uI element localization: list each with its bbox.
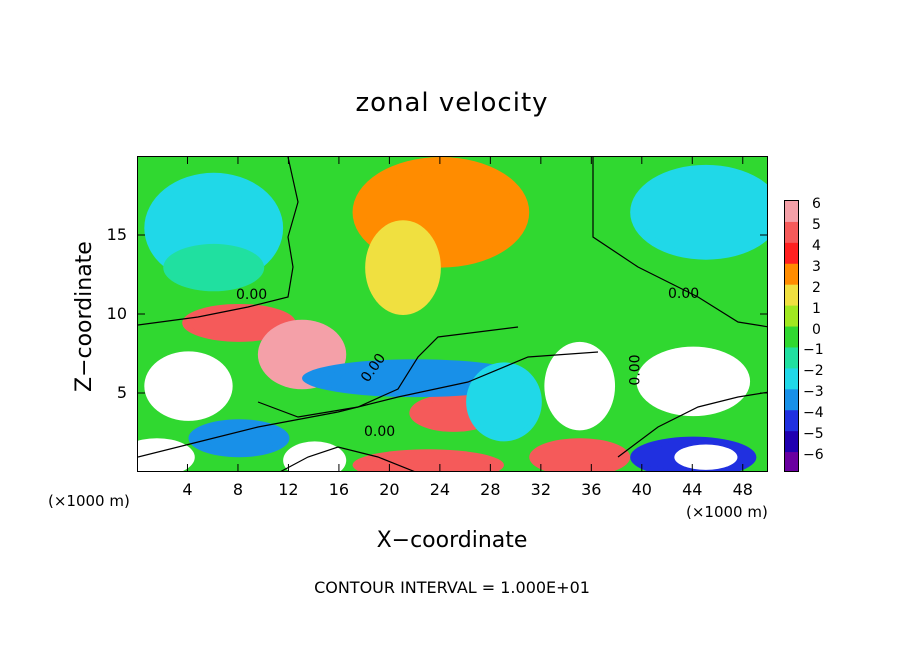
x-tick-label: 32 [530, 480, 551, 499]
field-band [138, 441, 188, 471]
colorbar-label: −4 [803, 405, 824, 422]
x-tick-label: 8 [232, 480, 244, 499]
x-tick-label: 44 [682, 480, 703, 499]
colorbar-segment [785, 410, 798, 432]
colorbar-segment [785, 305, 798, 328]
field-band [680, 446, 732, 468]
field-band [540, 442, 619, 471]
colorbar-label: 2 [812, 279, 821, 296]
colorbar-label: −3 [803, 384, 824, 401]
colorbar-label: 3 [812, 258, 821, 275]
x-tick-label: 28 [480, 480, 501, 499]
chart-title: zonal velocity [355, 88, 549, 118]
colorbar-segment [785, 326, 798, 348]
zero-contour [138, 157, 299, 326]
colorbar-segment [785, 284, 798, 307]
colorbar-label: −1 [803, 342, 824, 359]
field-band [205, 425, 273, 451]
field-band [652, 179, 759, 246]
field-band [340, 365, 491, 391]
contour-label: 0.00 [364, 424, 396, 440]
x-tick-label: 4 [182, 480, 193, 499]
colorbar-label: −6 [803, 447, 824, 464]
zero-contour [138, 351, 599, 458]
zero-contour [592, 157, 767, 328]
y-axis-label: Z−coordinate [72, 241, 97, 392]
x-tick-label: 40 [631, 480, 652, 499]
x-tick-label: 20 [379, 480, 400, 499]
x-unit-right: (×1000 m) [686, 503, 768, 521]
x-axis-label: X−coordinate [376, 528, 528, 553]
colorbar-label: 0 [812, 321, 821, 338]
colorbar-segment [785, 431, 798, 453]
y-tick-label: 15 [106, 225, 127, 244]
colorbar-segment [785, 201, 798, 223]
contour-label: 0.00 [627, 354, 644, 386]
colorbar-gradient [785, 201, 798, 471]
contour-label: 0.00 [236, 287, 268, 303]
zero-contour [257, 326, 519, 418]
colorbar-segment [785, 389, 798, 411]
colorbar-label: −5 [803, 426, 824, 443]
colorbar-segment [785, 347, 798, 369]
field-band [174, 249, 253, 286]
x-unit-left: (×1000 m) [48, 492, 130, 510]
heatmap-field [138, 157, 767, 471]
plot-area [137, 156, 768, 472]
field-band [289, 445, 341, 471]
field-band [551, 350, 609, 422]
y-tick-label: 5 [116, 383, 127, 402]
x-tick-label: 16 [328, 480, 350, 499]
x-tick-label: 24 [429, 480, 451, 499]
field-band [647, 353, 740, 410]
field-band [369, 452, 487, 471]
contour-label: 0.00 [668, 286, 700, 302]
colorbar-label: 5 [812, 216, 821, 233]
colorbar-segment [785, 242, 798, 265]
y-tick-label: 10 [106, 304, 127, 323]
contour-interval-note: CONTOUR INTERVAL = 1.000E+01 [314, 578, 590, 597]
colorbar-label: 6 [812, 196, 821, 212]
x-tick-label: 36 [581, 480, 602, 499]
colorbar-label: 4 [812, 237, 821, 254]
colorbar [784, 200, 799, 472]
x-tick-label: 48 [732, 480, 753, 499]
field-band [477, 374, 531, 430]
field-band [267, 327, 337, 382]
x-tick-label: 12 [278, 480, 299, 499]
colorbar-segment [785, 221, 798, 244]
field-band [194, 308, 283, 338]
colorbar-segment [785, 368, 798, 390]
colorbar-segment [785, 263, 798, 286]
colorbar-segment [785, 452, 798, 471]
colorbar-label: −2 [803, 363, 824, 380]
zero-contour [280, 446, 415, 471]
zero-contour [617, 391, 767, 458]
field-band [152, 358, 225, 415]
colorbar-label: 1 [812, 300, 821, 317]
field-band [373, 230, 433, 305]
